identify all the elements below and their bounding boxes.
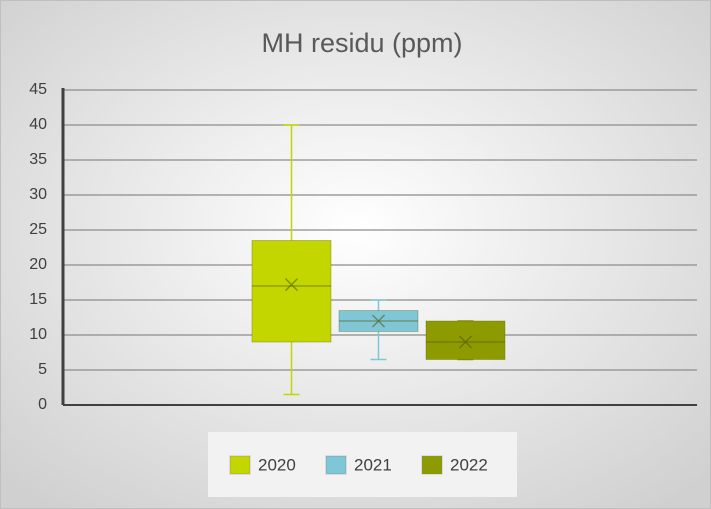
box — [251, 240, 332, 343]
legend-box — [208, 432, 517, 497]
y-tick-label: 20 — [29, 256, 47, 273]
legend-label: 2022 — [450, 455, 488, 474]
mean-marker — [284, 278, 299, 292]
y-tick-label: 0 — [38, 396, 47, 413]
legend-swatch — [325, 455, 347, 475]
legend-swatch — [421, 455, 443, 475]
chart-title: MH residu (ppm) — [261, 28, 462, 58]
y-tick-label: 15 — [29, 291, 47, 308]
y-tick-label: 40 — [29, 116, 47, 133]
y-tick-label: 35 — [29, 151, 47, 168]
legend-swatch — [229, 455, 251, 475]
legend-label: 2020 — [258, 455, 296, 474]
y-tick-label: 45 — [29, 81, 47, 98]
y-tick-label: 25 — [29, 221, 47, 238]
box — [425, 320, 506, 360]
y-tick-label: 5 — [38, 361, 47, 378]
mean-marker — [371, 314, 386, 328]
legend-label: 2021 — [354, 455, 392, 474]
mean-marker — [458, 335, 473, 349]
y-tick-label: 30 — [29, 186, 47, 203]
y-tick-label: 10 — [29, 326, 47, 343]
